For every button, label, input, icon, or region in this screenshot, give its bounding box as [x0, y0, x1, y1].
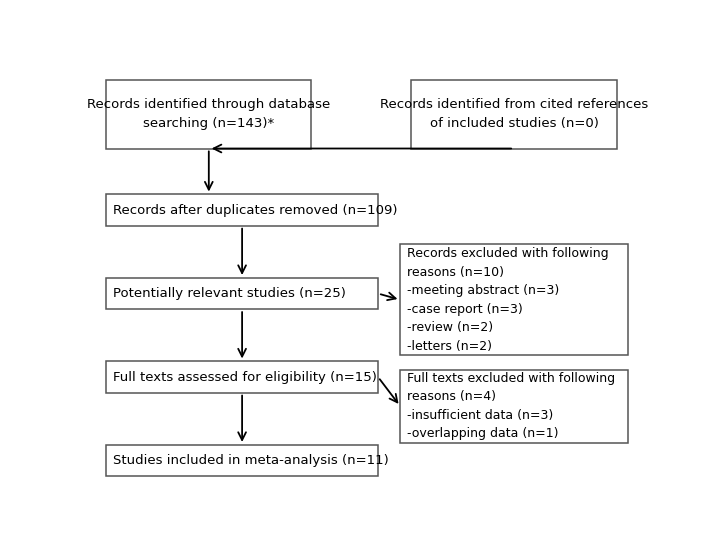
Text: Records excluded with following
reasons (n=10)
-meeting abstract (n=3)
-case rep: Records excluded with following reasons … [407, 247, 609, 352]
FancyBboxPatch shape [106, 80, 311, 149]
FancyBboxPatch shape [411, 80, 616, 149]
Text: Records identified through database
searching (n=143)*: Records identified through database sear… [87, 98, 330, 130]
FancyBboxPatch shape [106, 278, 378, 309]
Text: Records identified from cited references
of included studies (n=0): Records identified from cited references… [380, 98, 648, 130]
FancyBboxPatch shape [400, 370, 628, 443]
FancyBboxPatch shape [106, 445, 378, 476]
FancyBboxPatch shape [106, 195, 378, 225]
Text: Studies included in meta-analysis (n=11): Studies included in meta-analysis (n=11) [113, 454, 389, 467]
Text: Potentially relevant studies (n=25): Potentially relevant studies (n=25) [113, 287, 346, 300]
FancyBboxPatch shape [106, 362, 378, 392]
Text: Full texts excluded with following
reasons (n=4)
-insufficient data (n=3)
-overl: Full texts excluded with following reaso… [407, 372, 615, 441]
Text: Records after duplicates removed (n=109): Records after duplicates removed (n=109) [113, 204, 397, 217]
FancyBboxPatch shape [400, 244, 628, 355]
Text: Full texts assessed for eligibility (n=15): Full texts assessed for eligibility (n=1… [113, 371, 377, 384]
